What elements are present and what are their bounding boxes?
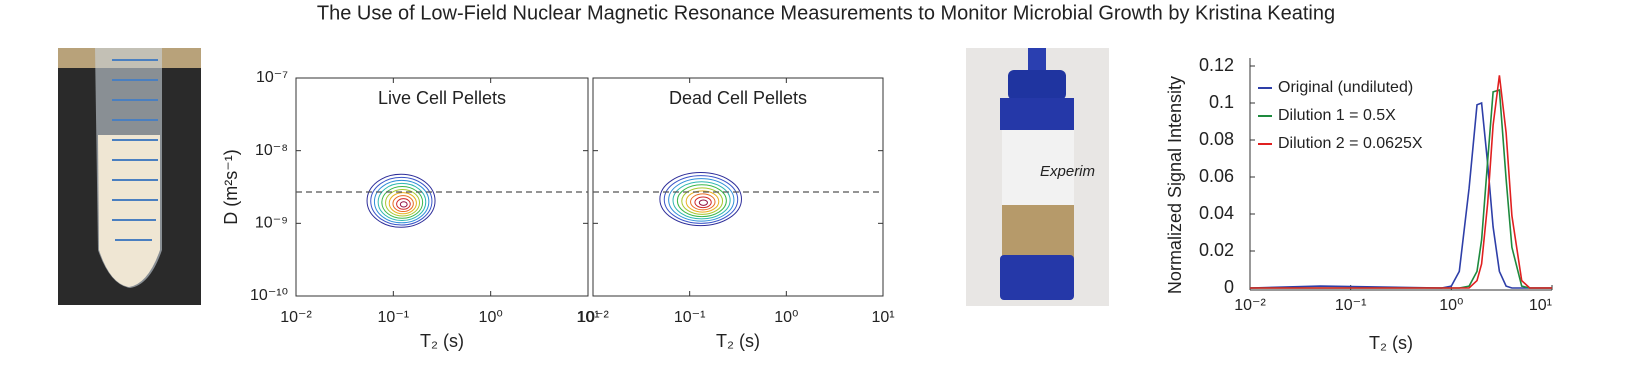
contour bbox=[381, 185, 424, 219]
contour bbox=[698, 199, 708, 206]
y-tick-label: 0.04 bbox=[1199, 203, 1234, 223]
y-tick-label: 0.08 bbox=[1199, 129, 1234, 149]
legend-label: Dilution 2 = 0.0625X bbox=[1278, 135, 1423, 152]
legend-label: Original (undiluted) bbox=[1278, 79, 1413, 96]
x-tick-label: 10⁰ bbox=[479, 309, 503, 326]
tube-photo bbox=[58, 48, 201, 305]
x-axis-label: T₂ (s) bbox=[420, 331, 464, 351]
y-axis-label: Normalized Signal Intensity bbox=[1165, 76, 1185, 294]
contour bbox=[663, 175, 739, 224]
contour bbox=[690, 193, 716, 211]
y-tick-label: 10⁻⁷ bbox=[256, 69, 288, 86]
plot-frame bbox=[592, 77, 884, 297]
x-axis-label: T₂ (s) bbox=[716, 331, 760, 351]
series-line bbox=[1249, 101, 1552, 289]
x-tick-label: 10⁻² bbox=[577, 309, 609, 326]
contour bbox=[392, 195, 414, 213]
contour bbox=[681, 187, 724, 215]
x-tick-label: 10⁻¹ bbox=[1335, 297, 1367, 314]
x-tick-label: 10⁰ bbox=[774, 309, 798, 326]
x-tick-label: 10¹ bbox=[576, 309, 599, 326]
series-line bbox=[1250, 75, 1552, 289]
y-tick-label: 10⁻⁹ bbox=[255, 215, 288, 232]
x-tick-label: 10⁻¹ bbox=[378, 309, 410, 326]
contour bbox=[366, 173, 436, 228]
contour bbox=[385, 189, 421, 217]
contour bbox=[668, 178, 735, 222]
y-axis-label: D (m²s⁻¹) bbox=[221, 149, 241, 224]
column-photo: Experim bbox=[966, 48, 1109, 306]
plot-frame bbox=[295, 77, 589, 297]
contour bbox=[659, 172, 742, 227]
x-tick-label: 10¹ bbox=[871, 309, 894, 326]
x-tick-label: 10⁻¹ bbox=[674, 309, 706, 326]
contour bbox=[388, 192, 417, 215]
contour bbox=[370, 176, 433, 226]
panel-title: Dead Cell Pellets bbox=[669, 88, 807, 108]
x-tick-label: 10¹ bbox=[1529, 297, 1552, 314]
figure-title: The Use of Low-Field Nuclear Magnetic Re… bbox=[317, 2, 1335, 24]
y-tick-label: 0.1 bbox=[1209, 92, 1234, 112]
contour bbox=[396, 198, 411, 210]
x-tick-label: 10⁻² bbox=[1234, 297, 1266, 314]
contour bbox=[676, 184, 727, 218]
legend-label: Dilution 1 = 0.5X bbox=[1278, 107, 1396, 124]
y-tick-label: 10⁻⁸ bbox=[255, 142, 288, 159]
x-tick-label: 10⁰ bbox=[1439, 297, 1463, 314]
panel-title: Live Cell Pellets bbox=[378, 88, 506, 108]
photo-label: Experim bbox=[1040, 163, 1095, 180]
contour bbox=[694, 196, 712, 209]
y-tick-label: 0.02 bbox=[1199, 240, 1234, 260]
contour bbox=[685, 190, 720, 213]
contour bbox=[399, 201, 408, 208]
y-tick-label: 0 bbox=[1224, 277, 1234, 297]
y-tick-label: 0.06 bbox=[1199, 166, 1234, 186]
y-tick-label: 10⁻¹⁰ bbox=[250, 287, 288, 304]
y-tick-label: 0.12 bbox=[1199, 55, 1234, 75]
x-tick-label: 10⁻² bbox=[280, 309, 312, 326]
x-axis-label: T₂ (s) bbox=[1369, 333, 1413, 353]
contour bbox=[377, 182, 427, 222]
contour bbox=[672, 181, 731, 220]
contour bbox=[373, 179, 430, 224]
